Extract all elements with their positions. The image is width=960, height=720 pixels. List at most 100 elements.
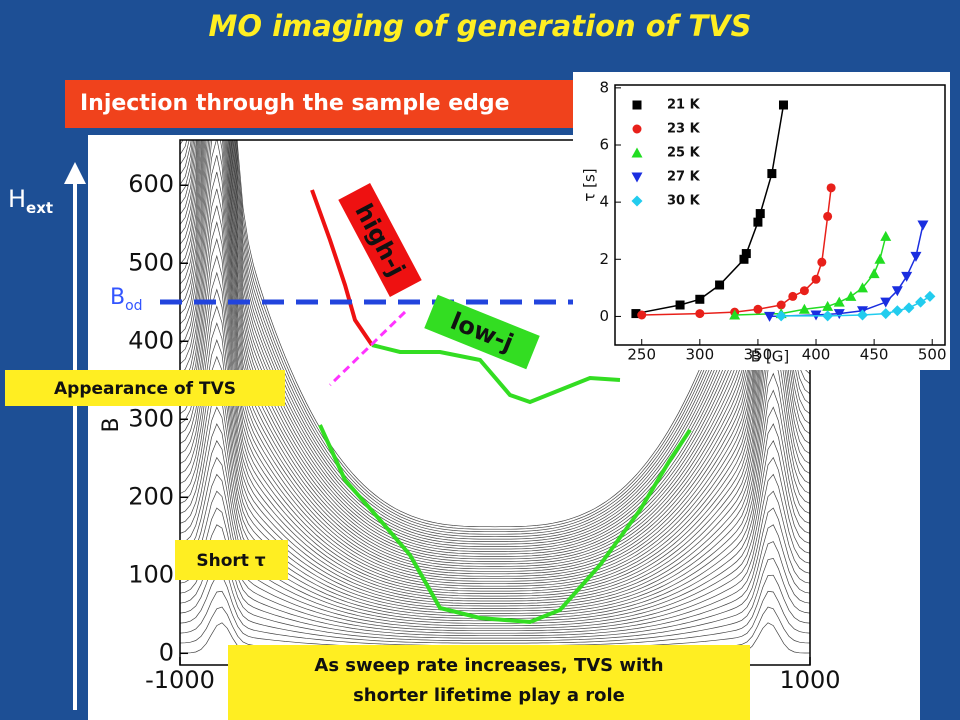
- marker: [833, 296, 845, 307]
- marker: [741, 249, 751, 259]
- marker: [880, 230, 892, 241]
- y-tick-label: 2: [599, 250, 609, 268]
- low-j-box: [424, 294, 540, 370]
- profile-line: [180, 140, 810, 580]
- marker: [868, 268, 880, 279]
- banner-box: [65, 80, 595, 128]
- x-tick-label: 500: [918, 346, 947, 364]
- marker: [874, 253, 886, 264]
- x-axis-label: B [G]: [751, 348, 789, 366]
- profile-line: [180, 473, 810, 632]
- marker: [695, 294, 705, 304]
- marker: [637, 310, 647, 320]
- y-tick-label: 8: [599, 78, 609, 96]
- marker: [845, 290, 857, 301]
- marker: [811, 274, 821, 284]
- h-ext-label: Hext: [8, 185, 53, 217]
- note-line: As sweep rate increases, TVS with: [314, 655, 663, 676]
- profile-line: [180, 171, 810, 587]
- plot-frame: [614, 84, 946, 346]
- legend-label: 21 K: [667, 98, 701, 113]
- marker: [799, 286, 809, 296]
- profile-line: [180, 557, 810, 644]
- y-tick-label: 6: [599, 136, 609, 154]
- x-tick-label: -1000: [145, 666, 215, 694]
- x-tick-label: 250: [627, 346, 656, 364]
- appearance-text: Appearance of TVS: [54, 379, 236, 399]
- marker: [857, 282, 868, 293]
- marker: [715, 280, 725, 290]
- profile-line: [180, 423, 810, 624]
- marker: [823, 211, 833, 221]
- marker: [880, 308, 892, 320]
- profile-line: [180, 140, 810, 567]
- profile-line: [180, 188, 810, 589]
- short-tau-box: [175, 540, 288, 580]
- profile-line: [180, 288, 810, 604]
- note-box: [228, 645, 750, 720]
- x-tick-label: 350: [744, 346, 773, 364]
- profile-line: [180, 140, 810, 575]
- high-j-box: [338, 182, 422, 298]
- tvs-marker: [328, 310, 407, 387]
- marker: [817, 257, 827, 267]
- profile-line: [180, 140, 810, 582]
- profile-line: [180, 140, 810, 562]
- marker: [729, 309, 741, 320]
- h-main: H: [8, 185, 26, 213]
- banner-text: Injection through the sample edge: [80, 91, 510, 116]
- fit-line: [734, 236, 887, 316]
- high-j-curve: [310, 189, 374, 347]
- main-chart: 0 100 200 300 400 500 600 -1000 1000 B: [99, 139, 841, 694]
- marker: [788, 291, 798, 301]
- y-tick-label: 500: [128, 248, 174, 276]
- marker: [822, 310, 834, 322]
- y-tick-label: 400: [128, 326, 174, 354]
- profile-line: [180, 271, 810, 602]
- y-tick-label: 4: [599, 193, 609, 211]
- marker: [901, 271, 913, 282]
- marker: [739, 254, 749, 264]
- marker: [753, 217, 763, 227]
- low-j-lower-curve: [318, 424, 692, 625]
- h-arrow-head: [64, 162, 86, 184]
- appearance-box: [5, 370, 285, 406]
- marker: [778, 100, 788, 110]
- marker: [675, 300, 685, 310]
- marker: [826, 183, 836, 193]
- profile-line: [180, 440, 810, 627]
- note-line: shorter lifetime play a role: [353, 685, 625, 706]
- profile-line: [180, 205, 810, 592]
- marker: [776, 300, 786, 310]
- x-tick-label: 400: [802, 346, 831, 364]
- legend-label: 30 K: [667, 194, 701, 209]
- legend-label: 27 K: [667, 170, 701, 185]
- y-tick-label: 0: [599, 307, 609, 325]
- profile-line: [180, 140, 810, 570]
- profile-line: [180, 140, 810, 555]
- x-tick-label: 300: [686, 346, 715, 364]
- profile-line: [180, 140, 810, 565]
- legend-marker: [631, 195, 643, 207]
- profile-lines: [180, 140, 810, 654]
- legend-marker: [631, 147, 643, 158]
- legend-label: 23 K: [667, 122, 701, 137]
- marker: [891, 305, 903, 317]
- legend-marker: [632, 100, 642, 110]
- marker: [755, 209, 765, 219]
- y-tick-label: 300: [128, 404, 174, 432]
- profile-line: [180, 490, 810, 634]
- y-axis-label: B: [99, 417, 124, 432]
- y-tick-label: 600: [128, 170, 174, 198]
- marker: [880, 297, 892, 308]
- profile-line: [180, 140, 810, 557]
- profile-line: [180, 140, 810, 552]
- profile-line: [180, 456, 810, 629]
- profile-line: [180, 140, 810, 560]
- short-tau-text: Short τ: [196, 551, 265, 571]
- marker: [915, 296, 927, 308]
- profile-line: [180, 524, 810, 639]
- y-axis-label: τ [s]: [581, 168, 599, 201]
- profile-line: [180, 155, 810, 585]
